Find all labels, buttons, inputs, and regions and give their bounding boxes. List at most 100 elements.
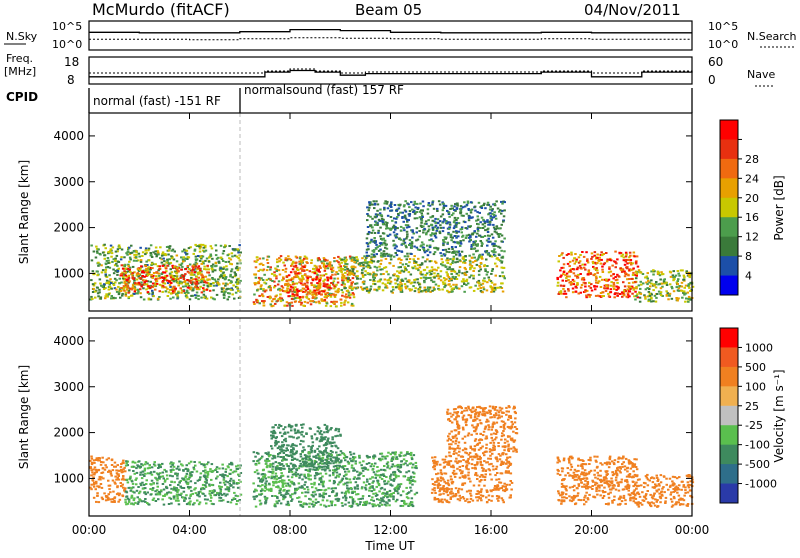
power-cell [475, 240, 478, 242]
power-cell [105, 267, 108, 269]
power-cell [399, 262, 402, 264]
power-cell [466, 279, 469, 281]
power-cell [369, 261, 372, 263]
velocity-cell [123, 467, 126, 469]
power-cell [424, 287, 427, 289]
power-cell [140, 261, 143, 263]
velocity-cell [368, 502, 371, 504]
power-cell [440, 270, 443, 272]
power-cell [259, 269, 262, 271]
velocity-cell [155, 500, 158, 502]
colorbar-swatch [720, 198, 738, 218]
power-cell [176, 294, 179, 296]
power-cell [226, 268, 229, 270]
velocity-cell [220, 486, 223, 488]
velocity-cell [220, 490, 223, 492]
power-cell [416, 278, 419, 280]
power-cell [439, 204, 442, 206]
velocity-cell [139, 499, 142, 501]
power-cell [122, 268, 125, 270]
velocity-cell [275, 461, 278, 463]
power-cell [590, 287, 593, 289]
power-cell [427, 208, 430, 210]
power-cell [615, 289, 618, 291]
velocity-cell [310, 483, 313, 485]
power-cell [501, 235, 504, 237]
power-cell [400, 250, 403, 252]
velocity-cell [287, 483, 290, 485]
power-cell [493, 211, 496, 213]
power-cell [390, 258, 393, 260]
power-cell [603, 295, 606, 297]
velocity-cell [200, 472, 203, 474]
power-cell [393, 256, 396, 258]
velocity-cell [108, 493, 111, 495]
velocity-cell [378, 499, 381, 501]
power-cell [414, 290, 417, 292]
power-cell [615, 279, 618, 281]
power-cell [484, 264, 487, 266]
power-cell [141, 255, 144, 257]
power-cell [450, 278, 453, 280]
velocity-cell [142, 474, 145, 476]
velocity-cell [138, 492, 141, 494]
power-cell [401, 217, 404, 219]
power-cell [366, 288, 369, 290]
power-cell [436, 210, 439, 212]
power-cell [402, 264, 405, 266]
velocity-cell [381, 504, 384, 506]
power-cell [559, 269, 562, 271]
power-cell [275, 277, 278, 279]
velocity-cell [230, 501, 233, 503]
power-cell [466, 213, 469, 215]
power-cell [484, 235, 487, 237]
velocity-cell [131, 466, 134, 468]
power-cell [444, 255, 447, 257]
power-cell [205, 276, 208, 278]
power-cell [437, 285, 440, 287]
power-cell [166, 246, 169, 248]
power-cell [310, 300, 313, 302]
power-cell [449, 224, 452, 226]
power-cell [484, 280, 487, 282]
power-cell [446, 273, 449, 275]
power-cell [340, 265, 343, 267]
power-cell [120, 258, 123, 260]
power-cell [671, 287, 674, 289]
power-cell [629, 262, 632, 264]
power-cell [658, 283, 661, 285]
power-cell [462, 239, 465, 241]
power-cell [115, 289, 118, 291]
power-cell [155, 247, 158, 249]
power-cell [463, 273, 466, 275]
power-cell [181, 266, 184, 268]
power-cell [473, 248, 476, 250]
velocity-cell [405, 471, 408, 473]
power-cell [96, 250, 99, 252]
power-cell [421, 216, 424, 218]
power-cell [602, 271, 605, 273]
velocity-cell [143, 492, 146, 494]
velocity-cell [114, 476, 117, 478]
power-cell [673, 270, 676, 272]
power-cell [615, 262, 618, 264]
power-cell [494, 263, 497, 265]
power-cell [584, 269, 587, 271]
power-cell [296, 283, 299, 285]
power-cell [238, 244, 241, 246]
power-cell [630, 269, 633, 271]
power-cell [482, 223, 485, 225]
power-cell [269, 269, 272, 271]
velocity-cell [386, 483, 389, 485]
power-cell [117, 248, 120, 250]
power-cell [395, 252, 398, 254]
power-cell [596, 269, 599, 271]
power-cell [300, 260, 303, 262]
power-cell [422, 205, 425, 207]
power-cell [183, 275, 186, 277]
power-cell [116, 291, 119, 293]
velocity-cell [183, 500, 186, 502]
power-cell [99, 254, 102, 256]
power-cell [280, 255, 283, 257]
power-cell [427, 277, 430, 279]
